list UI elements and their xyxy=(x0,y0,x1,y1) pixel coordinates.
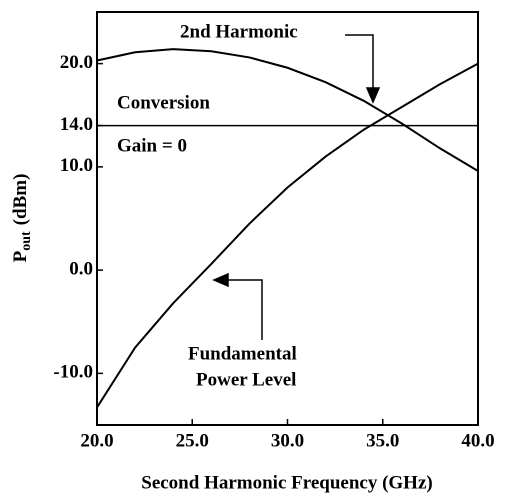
y-label-unit: (dBm) xyxy=(10,174,31,226)
annotation: Conversion xyxy=(117,92,210,113)
y-axis-label: Pout (dBm) xyxy=(10,174,34,263)
x-axis-label: Second Harmonic Frequency (GHz) xyxy=(141,472,432,493)
x-tick-label: 35.0 xyxy=(366,430,399,451)
x-tick-label: 25.0 xyxy=(176,430,209,451)
arrows xyxy=(212,34,381,340)
arrow-head xyxy=(212,272,229,288)
line-series xyxy=(96,62,479,408)
arrow-head xyxy=(365,87,381,104)
annotation: Gain = 0 xyxy=(117,135,187,156)
x-tick-label: 30.0 xyxy=(271,430,304,451)
x-tick-label: 20.0 xyxy=(80,430,113,451)
y-tick-label: 14.0 xyxy=(60,114,93,135)
y-label-main: P xyxy=(10,250,31,262)
y-tick-label: -10.0 xyxy=(53,362,93,383)
y-tick-label: 0.0 xyxy=(69,258,93,279)
annotation: Power Level xyxy=(196,369,296,390)
annotation: Fundamental xyxy=(188,343,297,364)
y-tick-label: 20.0 xyxy=(60,52,93,73)
line-series xyxy=(96,48,479,172)
x-tick-label: 40.0 xyxy=(461,430,494,451)
arrow-line xyxy=(345,34,374,92)
y-label-sub: out xyxy=(19,231,34,251)
arrow-line xyxy=(226,279,263,340)
y-tick-label: 10.0 xyxy=(60,155,93,176)
annotation: 2nd Harmonic xyxy=(180,21,298,42)
